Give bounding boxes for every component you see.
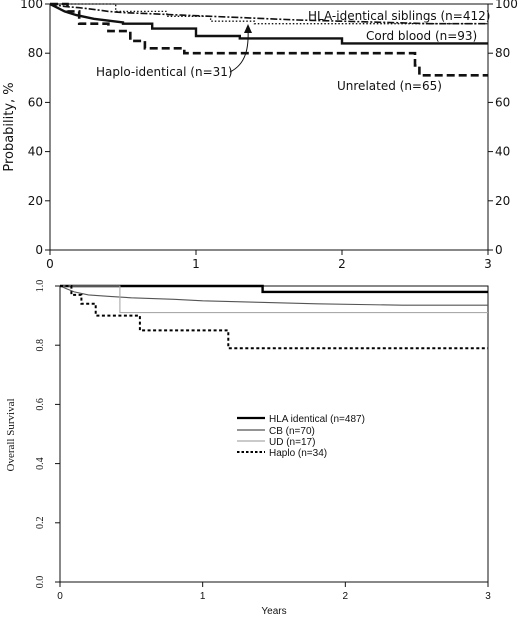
- annotation-unrelated: Unrelated (n=65): [337, 79, 442, 93]
- x-tick-label: 3: [485, 591, 491, 602]
- y-tick-label: 80: [28, 46, 43, 60]
- series-line-unrelated: [50, 2, 488, 77]
- legend-label-haplo: Haplo (n=34): [269, 448, 327, 459]
- series-line-hla-identical: [60, 284, 488, 294]
- y-ticks-top: 0 20 40 60 80 100: [20, 0, 50, 257]
- annotation-arrow: [229, 27, 249, 73]
- y-tick-label-right: 80: [495, 46, 510, 60]
- y-tick-label: 60: [28, 95, 43, 109]
- y-tick-label: 0.2: [35, 517, 46, 530]
- legend-bottom: HLA identical (n=487) CB (n=70) UD (n=17…: [237, 414, 365, 459]
- x-ticks-bottom: 0 1 2 3: [57, 582, 491, 602]
- y-tick-label: 1.0: [35, 280, 46, 293]
- annotation-haplo-identical: Haplo-identical (n=31): [96, 65, 233, 79]
- y-axis-label-top: Probability, %: [2, 82, 17, 171]
- annotation-cord-blood: Cord blood (n=93): [366, 29, 477, 43]
- y-tick-label-right: 20: [495, 194, 510, 208]
- y-tick-label-right: 40: [495, 145, 510, 159]
- series-line-haplo-identical: [49, 2, 488, 45]
- series-line-ud: [60, 285, 488, 314]
- x-tick-label: 3: [484, 257, 492, 271]
- x-tick-label: 2: [343, 591, 349, 602]
- series-line-cord-blood: [50, 3, 488, 25]
- series-line-haplo: [60, 285, 488, 350]
- y-tick-label: 40: [28, 145, 43, 159]
- annotation-arrowhead: [244, 24, 252, 33]
- y-tick-label: 0.6: [35, 398, 46, 411]
- legend-label-cb: CB (n=70): [269, 426, 315, 437]
- x-tick-label: 0: [46, 257, 54, 271]
- x-tick-label: 2: [338, 257, 346, 271]
- y-axis-label-bottom: Overall Survival: [5, 398, 17, 471]
- y-ticks-bottom: 0.0 0.2 0.4 0.6 0.8 1.0: [35, 280, 60, 589]
- series-line-hla-identical-siblings: [49, 3, 488, 25]
- chart-bottom: Overall Survival Years 0.0 0.2 0.4 0.6 0.8 1.…: [5, 280, 491, 617]
- y-tick-label-right: 100: [495, 0, 518, 11]
- plot-frame-bottom: [59, 285, 489, 583]
- y-tick-label-right: 0: [495, 243, 503, 257]
- series-bottom: [59, 284, 488, 350]
- plot-frame-top: [49, 3, 489, 251]
- x-ticks-top: 0 1 2 3: [46, 250, 492, 271]
- y-ticks-right-top: 0 20 40 60 80 100: [488, 0, 518, 257]
- y-tick-label-right: 60: [495, 95, 510, 109]
- series-line-cb: [59, 285, 488, 306]
- y-tick-label: 0: [35, 243, 43, 257]
- y-tick-label: 0.4: [35, 457, 46, 470]
- y-tick-label: 20: [28, 194, 43, 208]
- annotation-hla-identical-siblings: HLA-identical siblings (n=412): [308, 9, 490, 23]
- x-tick-label: 0: [57, 591, 63, 602]
- y-tick-label: 0.8: [35, 339, 46, 352]
- legend-label-hla-identical: HLA identical (n=487): [269, 414, 365, 425]
- legend-label-ud: UD (n=17): [269, 437, 315, 448]
- x-tick-label: 1: [200, 591, 206, 602]
- y-tick-label: 0.0: [35, 576, 46, 589]
- x-axis-label-bottom: Years: [261, 606, 286, 617]
- y-tick-label: 100: [20, 0, 43, 11]
- series-top: [49, 2, 488, 77]
- x-tick-label: 1: [192, 257, 200, 271]
